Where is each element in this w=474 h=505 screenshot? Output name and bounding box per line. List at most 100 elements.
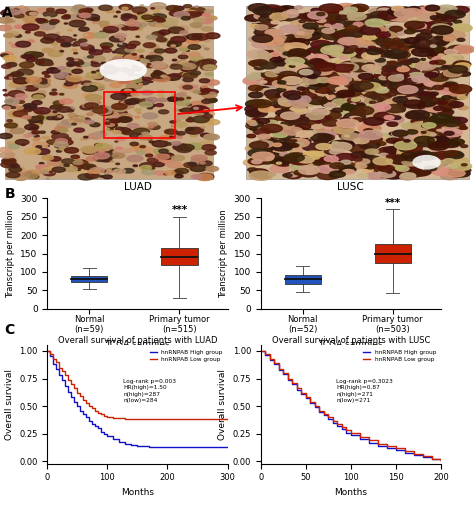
Circle shape: [265, 28, 275, 32]
Circle shape: [158, 94, 164, 96]
Circle shape: [171, 45, 175, 46]
Circle shape: [375, 103, 392, 109]
Circle shape: [364, 129, 373, 132]
Circle shape: [142, 15, 153, 19]
Circle shape: [185, 149, 189, 150]
Circle shape: [354, 158, 362, 161]
Circle shape: [101, 73, 109, 76]
Circle shape: [430, 14, 449, 21]
Circle shape: [191, 73, 194, 74]
Circle shape: [402, 9, 410, 12]
Circle shape: [321, 100, 337, 107]
Circle shape: [427, 153, 442, 159]
Circle shape: [102, 160, 108, 162]
Circle shape: [2, 10, 15, 15]
Circle shape: [34, 135, 39, 137]
Circle shape: [385, 33, 397, 37]
Circle shape: [342, 50, 354, 55]
Circle shape: [9, 144, 19, 149]
Circle shape: [436, 46, 447, 51]
Circle shape: [112, 127, 124, 131]
Circle shape: [288, 86, 306, 93]
Circle shape: [81, 146, 98, 153]
Circle shape: [404, 156, 417, 161]
Circle shape: [300, 13, 321, 21]
Circle shape: [409, 45, 419, 49]
Circle shape: [411, 165, 434, 174]
Circle shape: [320, 70, 338, 77]
Circle shape: [58, 142, 65, 145]
Circle shape: [270, 13, 288, 20]
Circle shape: [147, 107, 153, 109]
Circle shape: [36, 19, 43, 21]
Circle shape: [317, 143, 334, 150]
Circle shape: [146, 56, 163, 62]
Circle shape: [168, 41, 172, 43]
Circle shape: [440, 172, 459, 180]
Circle shape: [326, 16, 339, 21]
Circle shape: [437, 109, 454, 115]
Circle shape: [261, 17, 277, 23]
Circle shape: [14, 14, 24, 18]
Circle shape: [151, 8, 155, 9]
Circle shape: [322, 94, 334, 98]
Circle shape: [125, 55, 139, 61]
Circle shape: [15, 139, 29, 145]
Circle shape: [50, 92, 57, 95]
Circle shape: [354, 138, 369, 143]
Circle shape: [122, 27, 129, 30]
Circle shape: [401, 7, 409, 10]
Circle shape: [204, 48, 209, 50]
Circle shape: [275, 53, 288, 58]
Circle shape: [77, 15, 84, 18]
Circle shape: [370, 22, 381, 26]
Circle shape: [432, 72, 438, 74]
Circle shape: [335, 43, 346, 47]
Circle shape: [421, 113, 438, 119]
Circle shape: [140, 56, 143, 57]
Circle shape: [277, 72, 284, 75]
Circle shape: [292, 169, 305, 174]
Circle shape: [119, 100, 132, 106]
Circle shape: [287, 50, 307, 59]
Circle shape: [76, 64, 82, 66]
Circle shape: [130, 133, 143, 138]
Circle shape: [285, 58, 304, 65]
Circle shape: [368, 46, 376, 49]
Circle shape: [395, 141, 417, 149]
Circle shape: [114, 169, 126, 174]
Circle shape: [329, 148, 344, 154]
Text: A: A: [2, 6, 13, 20]
Circle shape: [271, 155, 283, 160]
Circle shape: [384, 27, 407, 36]
Circle shape: [415, 142, 425, 146]
Circle shape: [288, 54, 308, 61]
Circle shape: [347, 163, 362, 169]
Circle shape: [48, 50, 63, 57]
Circle shape: [117, 128, 131, 133]
Circle shape: [445, 88, 452, 90]
Circle shape: [153, 162, 164, 167]
Circle shape: [292, 86, 307, 92]
Circle shape: [292, 127, 305, 132]
Circle shape: [446, 72, 461, 78]
Circle shape: [343, 69, 351, 72]
Circle shape: [206, 166, 219, 171]
Circle shape: [91, 171, 96, 173]
Circle shape: [44, 110, 58, 116]
Circle shape: [413, 39, 432, 47]
Circle shape: [275, 157, 288, 162]
Circle shape: [311, 116, 329, 122]
Circle shape: [143, 43, 155, 47]
Circle shape: [318, 115, 332, 121]
Circle shape: [173, 36, 187, 42]
Circle shape: [285, 64, 297, 68]
Circle shape: [367, 49, 381, 55]
Circle shape: [46, 8, 55, 11]
Circle shape: [202, 92, 217, 98]
Circle shape: [448, 92, 467, 99]
Circle shape: [116, 147, 123, 150]
Circle shape: [430, 142, 446, 148]
Circle shape: [413, 165, 425, 170]
Circle shape: [13, 111, 27, 117]
